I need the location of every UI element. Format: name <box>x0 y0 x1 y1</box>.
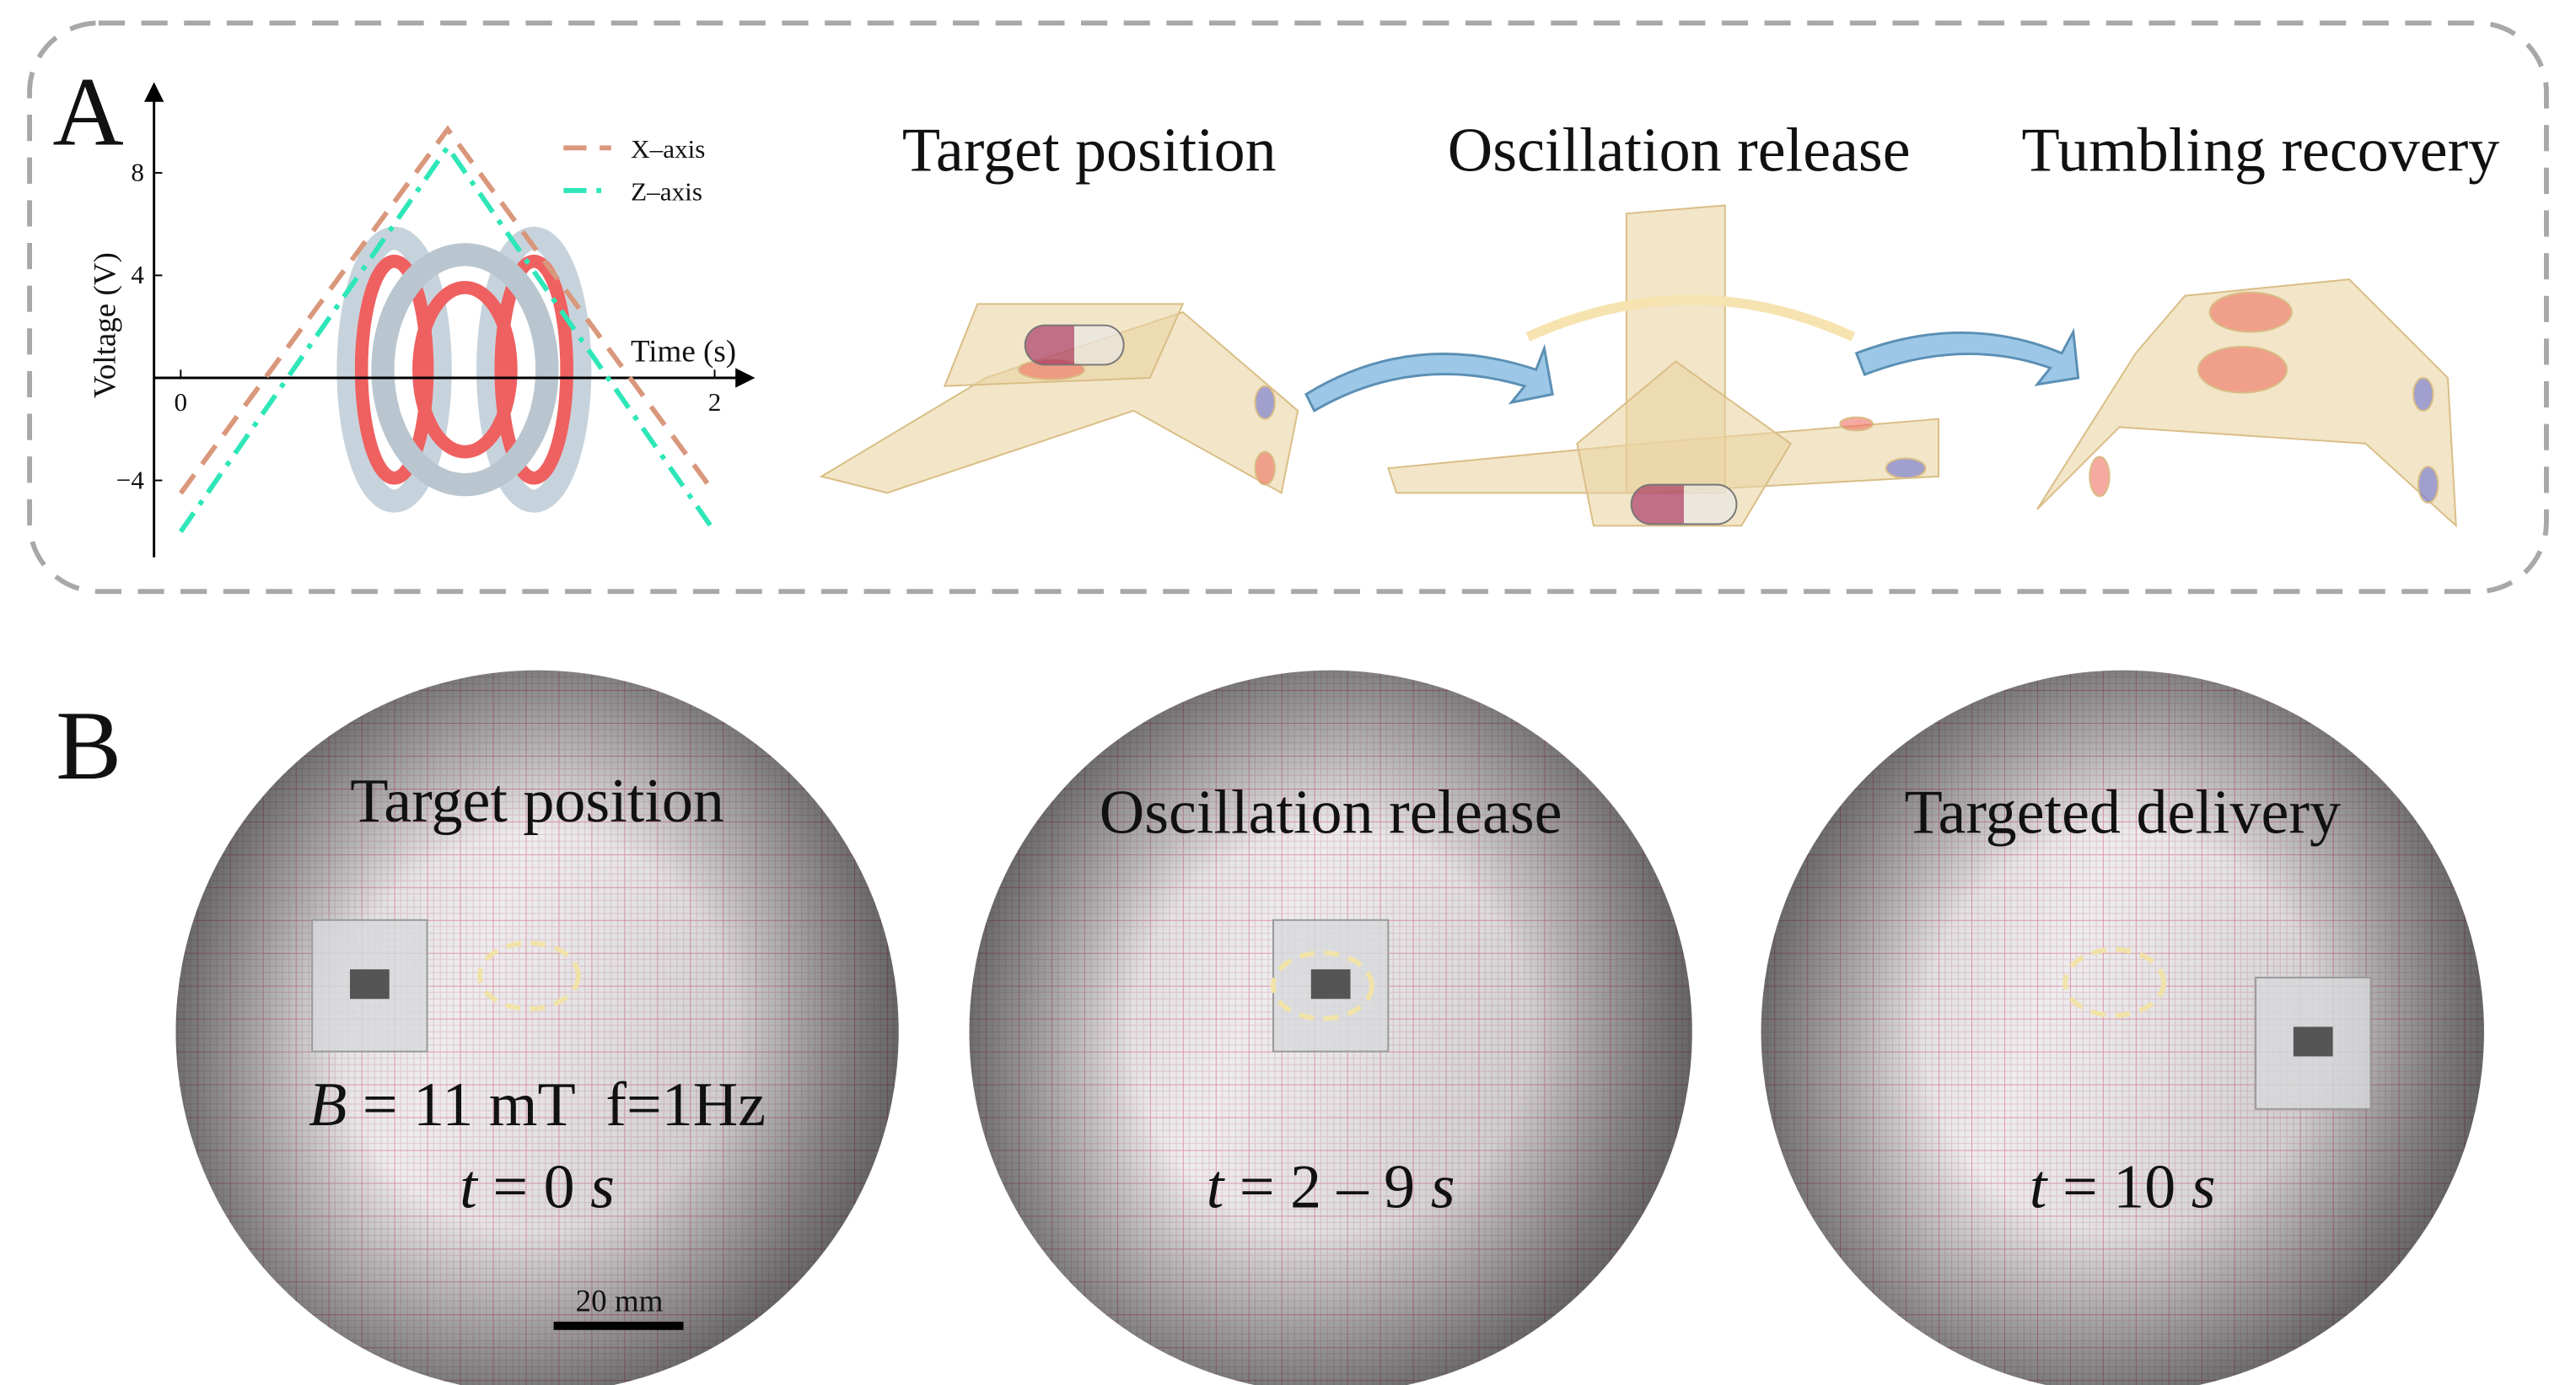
legend-label: Z–axis <box>631 177 702 207</box>
condition-part: = 11 mT f=1Hz <box>347 1070 766 1140</box>
legend-label: X–axis <box>631 134 705 164</box>
condition-part: = 2 – 9 <box>1223 1153 1430 1222</box>
condition-part: t <box>460 1153 479 1222</box>
photo-vignette <box>1761 670 2484 1385</box>
target-ellipse <box>476 940 581 1011</box>
photo-title: Target position <box>350 767 724 836</box>
panel-label: B <box>56 692 121 800</box>
condition-part: s <box>590 1153 615 1222</box>
x-tick-label: 0 <box>175 387 188 417</box>
coil-illustration <box>336 226 592 513</box>
photo-condition: t = 0 s <box>460 1153 615 1222</box>
robot-illustration <box>819 204 2457 528</box>
photo-title: Oscillation release <box>1100 779 1562 848</box>
y-tick-label: 8 <box>131 158 144 187</box>
photo-condition: B = 11 mT f=1Hz <box>309 1070 766 1140</box>
magnet <box>1310 969 1351 1000</box>
step-title: Tumbling recovery <box>2022 116 2500 186</box>
magnet <box>349 969 390 1000</box>
target-ellipse <box>2062 946 2166 1018</box>
photo-row: Target position B = 11 mT f=1Hz t = 0 s Osc… <box>175 670 2484 1385</box>
condition-part: = 0 <box>477 1153 590 1222</box>
voltage-chart: 0 2 −4 4 8 Time (s) Voltage (V) X–axis Z–axis <box>88 82 756 558</box>
step-title: Target position <box>902 116 1277 186</box>
condition-part: B <box>309 1070 347 1140</box>
condition-part: s <box>1431 1153 1455 1222</box>
x-tick-label: 2 <box>708 387 722 417</box>
photo-condition: t = 2 – 9 s <box>1207 1153 1455 1222</box>
series-line <box>178 125 717 495</box>
photo-vignette <box>175 670 899 1385</box>
magnet <box>2293 1027 2333 1057</box>
condition-part: t <box>1207 1153 1226 1222</box>
step-title: Oscillation release <box>1448 116 1911 186</box>
target-ellipse <box>1271 950 1374 1021</box>
panel-frame <box>27 20 2549 595</box>
condition-part: = 10 <box>2046 1153 2191 1222</box>
x-axis-label: Time (s) <box>631 335 736 369</box>
scale-label: 20 mm <box>576 1284 664 1318</box>
series-line <box>178 143 717 533</box>
photo-title: Targeted delivery <box>1904 779 2341 848</box>
motion-arrows <box>1304 294 2080 412</box>
y-tick-label: 4 <box>131 260 144 289</box>
condition-part: s <box>2191 1153 2216 1222</box>
photo-condition: t = 10 s <box>2030 1153 2216 1222</box>
panel-label: A <box>52 57 123 166</box>
y-axis-label: Voltage (V) <box>88 252 122 398</box>
y-tick-label: −4 <box>116 465 145 494</box>
condition-part: t <box>2030 1153 2049 1222</box>
